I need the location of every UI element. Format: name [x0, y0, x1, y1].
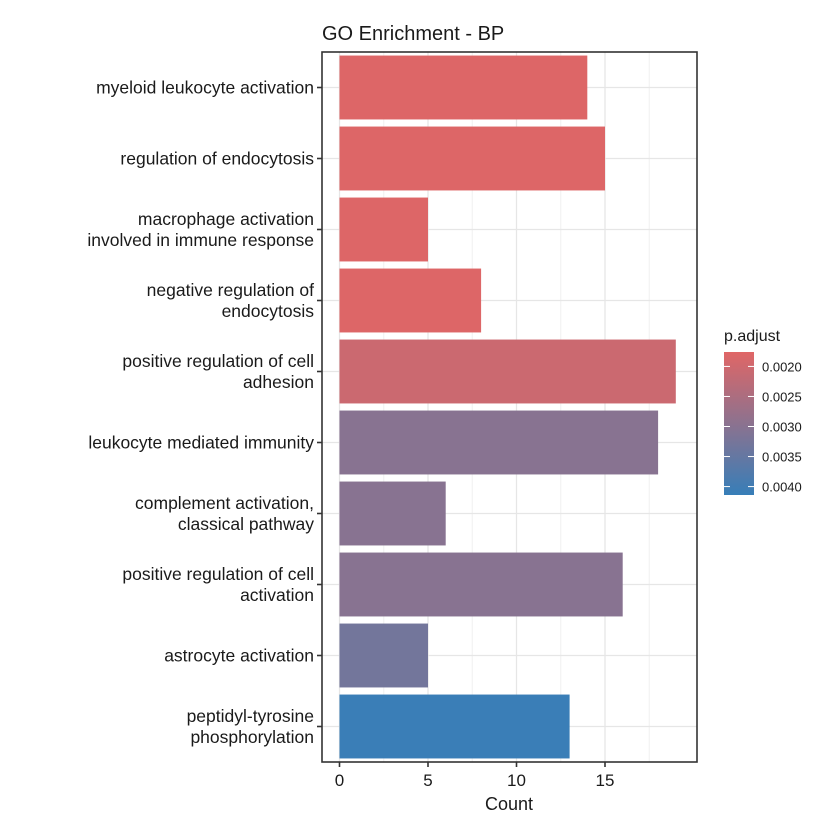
bar: [339, 694, 570, 759]
bar: [339, 481, 446, 546]
legend-tick-label: 0.0025: [762, 389, 802, 404]
category-label: leukocyte mediated immunity: [88, 433, 314, 453]
x-tick-label: 10: [507, 771, 526, 790]
category-label: astrocyte activation: [164, 646, 314, 666]
category-label: negative regulation of endocytosis: [147, 280, 315, 321]
bar: [339, 268, 482, 333]
category-label: myeloid leukocyte activation: [96, 78, 314, 98]
legend-title: p.adjust: [724, 328, 781, 345]
legend-color-bar: [724, 352, 754, 495]
x-tick-label: 5: [423, 771, 432, 790]
bar: [339, 197, 428, 262]
legend-tick-label: 0.0035: [762, 450, 802, 465]
category-label: macrophage activation involved in immune …: [87, 209, 314, 250]
x-tick-label: 0: [335, 771, 344, 790]
bar: [339, 623, 428, 688]
category-label: positive regulation of cell activation: [122, 564, 314, 605]
category-label: regulation of endocytosis: [120, 149, 314, 169]
plot-panel-border: [321, 51, 698, 763]
x-axis: 0 5 10 15: [335, 762, 615, 790]
color-legend: p.adjust 0.0020 0.0025 0.0030 0.0035 0.0040: [724, 328, 802, 495]
x-axis-title: Count: [485, 794, 533, 814]
legend-tick-label: 0.0030: [762, 420, 802, 435]
category-label: complement activation, classical pathway: [135, 493, 314, 534]
legend-ticks: 0.0020 0.0025 0.0030 0.0035 0.0040: [724, 359, 802, 495]
legend-tick-label: 0.0040: [762, 480, 802, 495]
bars-group: [339, 55, 676, 759]
category-label: peptidyl-tyrosine phosphorylation: [187, 706, 314, 747]
x-tick-label: 15: [596, 771, 615, 790]
bar: [339, 339, 676, 404]
bar: [339, 55, 588, 120]
bar: [339, 552, 623, 617]
category-label: positive regulation of cell adhesion: [122, 351, 314, 392]
chart-title: GO Enrichment - BP: [322, 23, 504, 45]
bar: [339, 410, 659, 475]
y-axis: myeloid leukocyte activation regulation o…: [87, 78, 322, 747]
bar: [339, 126, 605, 191]
legend-tick-label: 0.0020: [762, 359, 802, 374]
